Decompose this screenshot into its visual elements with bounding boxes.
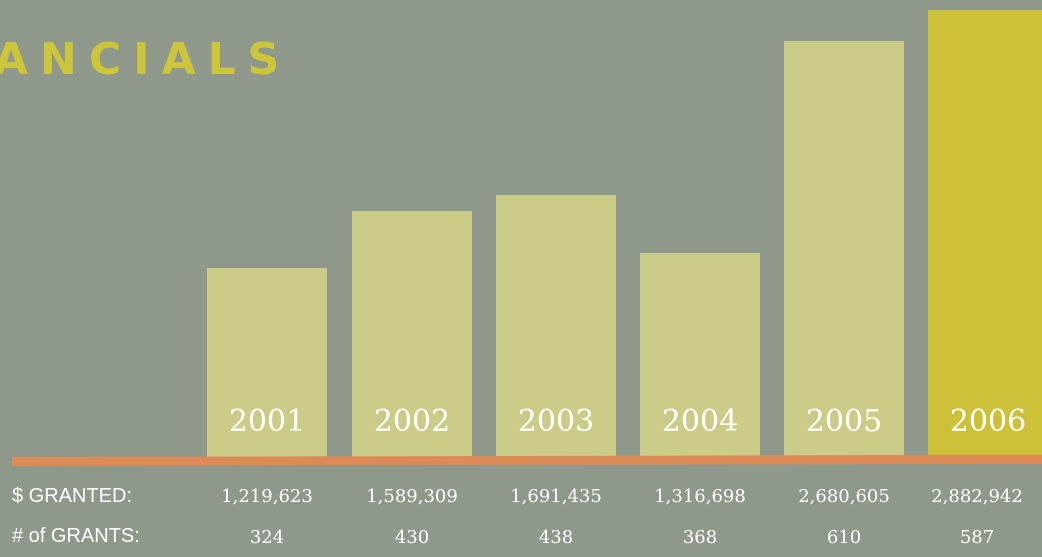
granted-row-label: $ GRANTED: — [12, 485, 133, 507]
axis-baseline — [12, 454, 1042, 466]
year-label-2002: 2002 — [373, 404, 451, 439]
bar-2002 — [352, 211, 472, 458]
granted-value-2005: 2,680,605 — [798, 486, 890, 507]
grants-count-row-label: # of GRANTS: — [12, 525, 140, 547]
year-label-2003: 2003 — [517, 404, 595, 439]
grants-count-2001: 324 — [249, 527, 285, 548]
grants-count-2002: 430 — [394, 527, 430, 548]
granted-value-2004: 1,316,698 — [654, 486, 746, 507]
bar-2001 — [207, 268, 327, 458]
bar-2004 — [640, 253, 760, 458]
year-label-2005: 2005 — [805, 404, 883, 439]
year-label-2001: 2001 — [228, 404, 306, 439]
granted-value-2003: 1,691,435 — [510, 486, 602, 507]
page-title: ANCIALS — [0, 34, 292, 85]
grants-count-2006: 587 — [959, 527, 995, 548]
bar-2006 — [928, 10, 1042, 458]
granted-value-2002: 1,589,309 — [366, 486, 458, 507]
grants-count-2003: 438 — [538, 527, 574, 548]
year-label-2004: 2004 — [661, 404, 739, 439]
grants-count-2005: 610 — [826, 527, 862, 548]
grants-count-2004: 368 — [682, 527, 718, 548]
bar-2003 — [496, 195, 616, 458]
granted-value-2006: 2,882,942 — [931, 486, 1023, 507]
year-label-2006: 2006 — [949, 404, 1027, 439]
bar-2005 — [784, 41, 904, 458]
granted-value-2001: 1,219,623 — [221, 486, 313, 507]
